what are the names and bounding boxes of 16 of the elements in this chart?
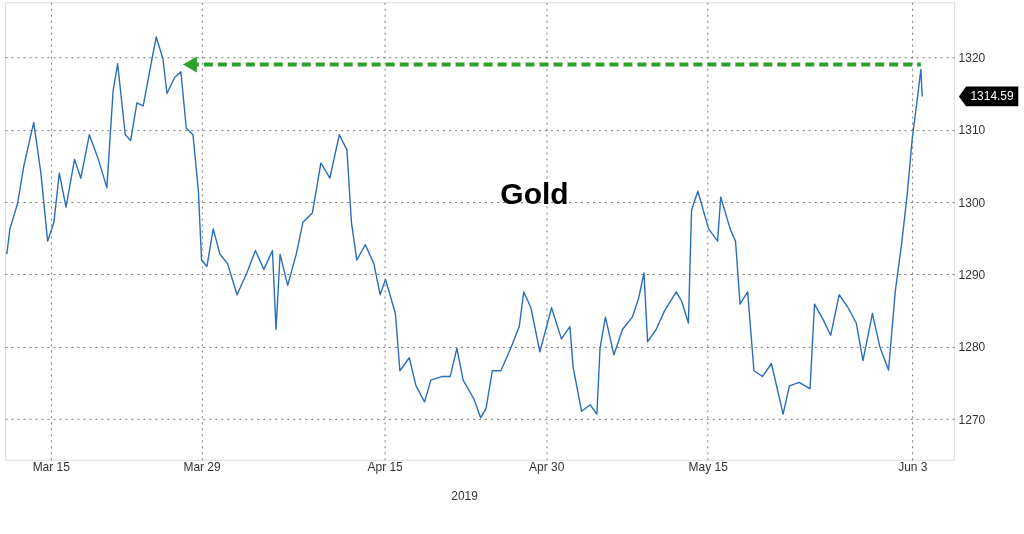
- text: Gold: [500, 177, 569, 211]
- x-tick-label: Mar 15: [32, 460, 71, 475]
- text: 1314.59: [970, 89, 1015, 104]
- line-series: [6, 36, 923, 419]
- y-tick-label: 1270: [958, 412, 986, 427]
- x-tick-label: Apr 15: [367, 460, 404, 475]
- x-axis-title: 2019: [451, 488, 479, 503]
- x-tick-label: Apr 30: [529, 460, 565, 475]
- y-tick-label: 1280: [958, 340, 986, 355]
- x-tick-label: Jun 3: [898, 460, 928, 475]
- x-tick-label: May 15: [688, 460, 729, 475]
- y-tick-label: 1310: [958, 123, 986, 138]
- y-tick-label: 1320: [958, 50, 986, 65]
- y-tick-label: 1300: [958, 195, 986, 210]
- x-tick-label: Mar 29: [183, 460, 221, 475]
- y-tick-label: 1290: [958, 267, 986, 282]
